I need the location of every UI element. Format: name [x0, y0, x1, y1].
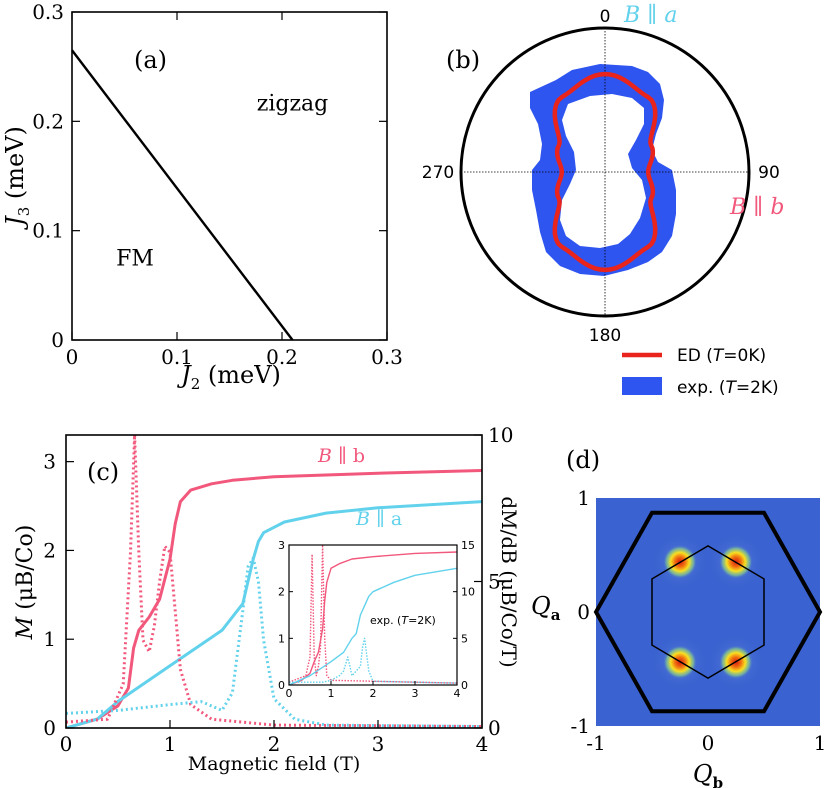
c-b-parallel-a: B ∥ a [355, 508, 402, 530]
panel-b-legend: ED (T=0K) exp. (T=2K) [622, 346, 779, 398]
c-b-parallel-b: B ∥ b [317, 445, 365, 467]
panel-a: (a) 0 0.1 0.2 0.3 0 0.1 0.2 0.3 zigzag FM J2 (me… [1, 0, 403, 393]
inset-xtick-label: 3 [412, 687, 419, 700]
c-xtick-label: 2 [268, 732, 281, 756]
dmdb-curve-b [66, 435, 482, 728]
inset-xtick-label: 4 [454, 687, 461, 700]
inset-xtick-label: 1 [328, 687, 335, 700]
angle-0-label: 0 [600, 7, 611, 27]
c-xtick-label: 3 [372, 732, 385, 756]
inset-ytick-left-label: 1 [278, 632, 285, 645]
a-xtick-label: 0.1 [161, 345, 193, 369]
inset-ytick-left-label: 0 [278, 679, 285, 692]
ed-curve [552, 71, 658, 273]
a-xtick-label: 0.3 [371, 345, 403, 369]
angle-270-label: 270 [422, 163, 454, 183]
m-curve-b [66, 469, 482, 728]
panel-a-label: (a) [134, 46, 167, 74]
inner-hexagon [651, 545, 765, 679]
inset-ytick-right-label: 0 [461, 679, 468, 692]
c-xtick-label: 0 [60, 732, 73, 756]
c-ytick-left-label: 3 [43, 450, 56, 474]
legend-ed-label: ED (T=0K) [677, 346, 766, 366]
panel-d-xlabel: Qb [693, 760, 723, 788]
panel-a-ticks: 0 0.1 0.2 0.3 0 0.1 0.2 0.3 [32, 0, 403, 369]
a-ytick-label: 0.2 [32, 109, 64, 133]
inset-xtick-label: 0 [286, 687, 293, 700]
panel-d-label: (d) [566, 446, 600, 474]
d-xtick-label: 1 [814, 731, 827, 755]
region-zigzag-label: zigzag [257, 91, 329, 116]
inset-ytick-right-label: 15 [461, 539, 475, 552]
panel-a-region-labels: zigzag FM [116, 91, 328, 271]
d-ytick-label: 1 [577, 486, 590, 510]
panel-a-frame [71, 11, 388, 341]
heatmap [596, 498, 820, 726]
inset-m-b [289, 551, 457, 685]
d-ytick-label: -1 [571, 714, 590, 738]
panel-a-ylabel: J3 (meV) [1, 126, 33, 231]
a-ytick-label: 0.3 [32, 0, 64, 24]
inset-ytick-right-label: 5 [461, 632, 468, 645]
legend-exp-swatch [622, 377, 662, 395]
panel-b: 0 90 180 270 B ∥ a B ∥ b (b) ED (T=0K) e… [422, 3, 785, 398]
region-fm-label: FM [116, 247, 154, 272]
a-xtick-label: 0.2 [266, 345, 298, 369]
c-ytick-right-label: 10 [488, 423, 513, 447]
angle-90-label: 90 [758, 163, 780, 183]
panel-a-boundary [71, 49, 294, 341]
inset-ytick-left-label: 2 [278, 586, 285, 599]
b-parallel-a-label: B ∥ a [623, 3, 677, 28]
inset-dmdb-b [289, 545, 457, 684]
c-ytick-left-label: 0 [43, 716, 56, 740]
legend-exp-label: exp. (T=2K) [677, 378, 779, 398]
c-xtick-label: 4 [476, 732, 489, 756]
m-curve-a [66, 500, 482, 728]
exp-region [530, 64, 676, 276]
a-ytick-label: 0 [51, 328, 64, 352]
c-ytick-left-label: 2 [43, 538, 56, 562]
panel-d-ylabel: Qa [531, 592, 561, 624]
panel-c-xlabel: Magnetic field (T) [188, 753, 361, 775]
inset-m-a [289, 567, 457, 685]
inset-curves [289, 545, 457, 685]
dmdb-curve-a [66, 556, 482, 728]
panel-a-xlabel: J2 (meV) [176, 361, 281, 393]
inset-ytick-right-label: 10 [461, 586, 475, 599]
panel-c-ylabel-right: dM/dB (μB/Co/T) [497, 496, 521, 667]
d-xtick-label: -1 [586, 731, 605, 755]
phase-boundary-line [71, 49, 294, 341]
panel-d-ticks: -1 0 1 -1 1 0 [571, 486, 827, 755]
b-parallel-b-label: B ∥ b [729, 195, 784, 220]
c-xtick-label: 1 [164, 732, 177, 756]
panel-d: (d) -1 0 1 -1 1 0 Qb Qa [531, 446, 826, 788]
panel-c-label: (c) [87, 458, 119, 486]
heatmap-background [596, 498, 820, 726]
inset-ytick-left-label: 3 [278, 539, 285, 552]
inset-xtick-label: 2 [370, 687, 377, 700]
d-ytick-label-zero: 0 [577, 600, 590, 624]
d-xtick-label: 0 [702, 731, 715, 755]
panel-b-label: (b) [446, 46, 480, 74]
inset-label: exp. (T=2K) [370, 614, 436, 627]
c-ytick-right-label: 5 [488, 570, 501, 594]
angle-180-label: 180 [589, 326, 621, 346]
a-ytick-label: 0.1 [32, 219, 64, 243]
a-xtick-label: 0 [66, 345, 79, 369]
panel-c-ylabel-left: M (μB/Co) [13, 525, 38, 641]
inset-dmdb-a [289, 637, 457, 684]
c-ytick-right-label: 0 [488, 716, 501, 740]
c-ytick-left-label: 1 [43, 627, 56, 651]
outer-hexagon [593, 510, 823, 714]
panel-c-curves [66, 435, 482, 728]
